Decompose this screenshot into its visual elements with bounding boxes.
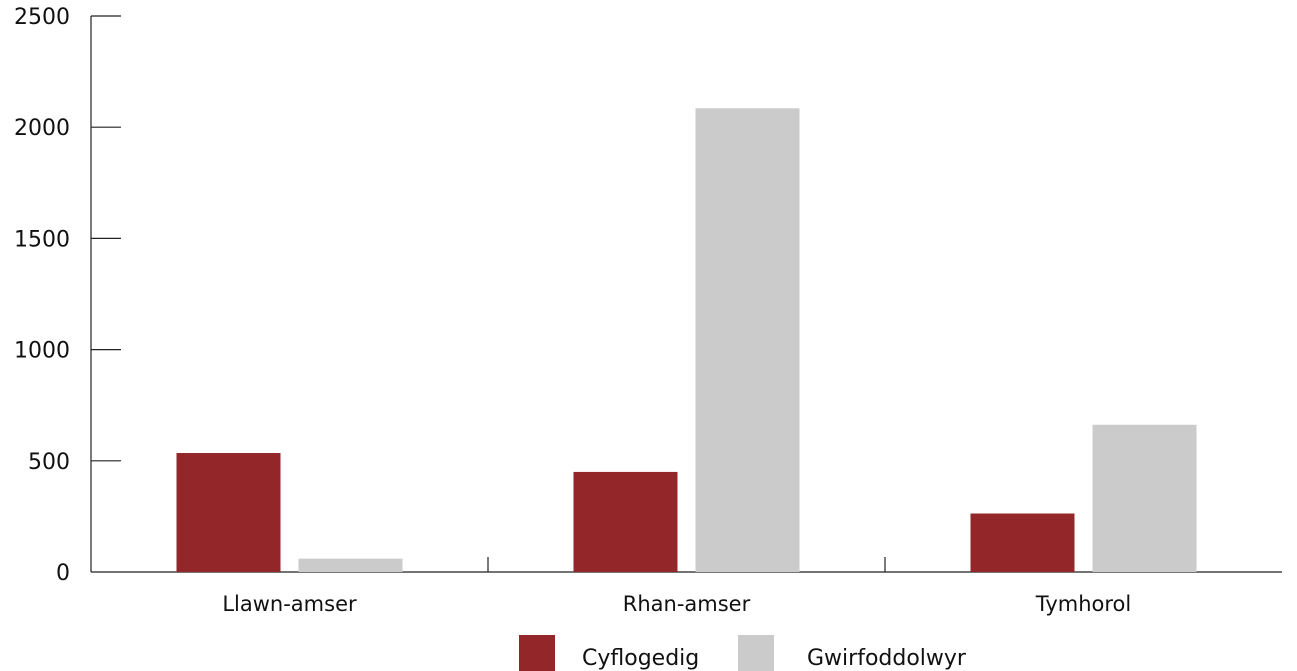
y-tick-label: 0: [56, 561, 70, 586]
x-category-label: Rhan-amser: [623, 592, 751, 616]
legend: Cyflogedig Gwirfoddolwyr: [519, 635, 967, 671]
x-category-label: Llawn-amser: [222, 592, 357, 616]
legend-swatch: [519, 635, 555, 671]
bar-cyflogedig-rhan-amser: [573, 471, 678, 572]
bar-cyflogedig-llawn-amser: [176, 453, 281, 572]
x-category-label: Tymhorol: [1035, 592, 1131, 616]
bar-gwirfoddolwyr-llawn-amser: [298, 558, 403, 572]
legend-label: Cyflogedig: [582, 646, 699, 671]
bar-gwirfoddolwyr-tymhorol: [1092, 424, 1197, 572]
y-tick-label: 2500: [14, 5, 70, 30]
y-tick-label: 500: [28, 450, 70, 475]
legend-label: Gwirfoddolwyr: [807, 646, 967, 671]
y-tick-label: 1500: [14, 227, 70, 252]
x-axis: Llawn-amser Rhan-amser Tymhorol: [91, 557, 1282, 616]
bars: [176, 108, 1197, 573]
bar-cyflogedig-tymhorol: [970, 513, 1075, 572]
y-tick-label: 1000: [14, 339, 70, 364]
bar-gwirfoddolwyr-rhan-amser: [695, 108, 800, 573]
legend-swatch: [738, 635, 774, 671]
y-tick-label: 2000: [14, 116, 70, 141]
y-axis: 0 500 1000 1500 2000 2500: [14, 5, 121, 586]
